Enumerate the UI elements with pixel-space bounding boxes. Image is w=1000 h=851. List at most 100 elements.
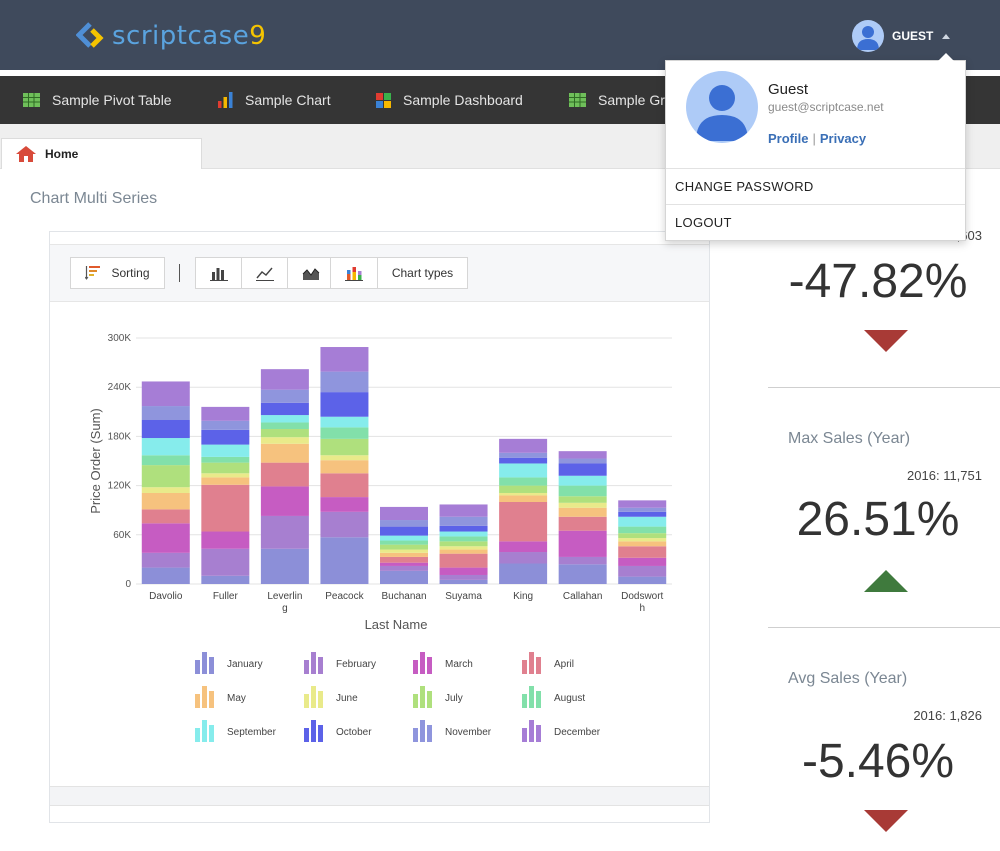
user-avatar-icon	[696, 85, 748, 141]
bar-segment	[618, 565, 667, 577]
bar-segment	[141, 420, 190, 439]
kpi-title: Max Sales (Year)	[788, 430, 911, 447]
legend-label: May	[227, 693, 246, 704]
sorting-icon	[85, 266, 101, 280]
user-dropdown: Guest guest@scriptcase.net Profile | Priva…	[665, 53, 966, 241]
bar-segment	[618, 541, 667, 547]
area-chart-type-button[interactable]	[287, 257, 334, 289]
legend-swatch	[536, 725, 541, 742]
trend-down-icon	[864, 330, 908, 352]
nav-item-sample-pivot-table[interactable]: Sample Pivot Table	[23, 76, 172, 124]
bar-segment	[499, 541, 548, 553]
nav-item-label: Sample Chart	[245, 92, 331, 108]
chart-card: Sorting	[49, 231, 710, 823]
nav-item-sample-dashboard[interactable]: Sample Dashboard	[376, 76, 523, 124]
top-bar: scriptcase9 GUEST	[0, 0, 1000, 70]
bar-segment	[260, 369, 309, 390]
card-footer	[50, 786, 709, 806]
bar-segment	[439, 504, 488, 517]
profile-link[interactable]: Profile	[768, 131, 809, 146]
kpi-value: 26.51%	[796, 493, 960, 546]
legend-swatch	[427, 691, 432, 708]
bar-segment	[380, 535, 428, 541]
x-tick-label: Callahan	[563, 591, 602, 602]
scriptcase-logo[interactable]: scriptcase9	[76, 18, 266, 54]
logout-item[interactable]: LOGOUT	[675, 215, 732, 230]
bar-segment	[380, 562, 428, 566]
bar-segment	[618, 507, 667, 512]
legend-swatch	[304, 660, 309, 674]
chart-toolbar: Sorting	[50, 245, 709, 302]
legend-swatch	[413, 694, 418, 708]
bar-segment	[558, 530, 607, 557]
bar-segment	[260, 429, 309, 438]
bar-segment	[499, 485, 548, 493]
line-chart-type-button[interactable]	[241, 257, 288, 289]
y-tick-label: 0	[125, 579, 131, 590]
bar-segment	[260, 462, 309, 487]
x-tick-label: Peacock	[325, 591, 364, 602]
user-menu-toggle[interactable]: GUEST	[852, 20, 951, 52]
legend-swatch	[311, 652, 316, 674]
legend-swatch	[209, 691, 214, 708]
bar-segment	[380, 544, 428, 550]
logo-text: scriptcase9	[112, 21, 267, 51]
y-tick-label: 180K	[108, 431, 132, 442]
bar-segment	[380, 526, 428, 536]
x-tick-label: h	[639, 603, 645, 614]
bar-segment	[439, 516, 488, 526]
bar-segment	[499, 563, 548, 584]
page-title: Chart Multi Series	[30, 190, 158, 207]
nav-item-sample-chart[interactable]: Sample Chart	[218, 76, 331, 124]
bar-segment	[380, 506, 428, 521]
bar-segment	[320, 497, 369, 512]
legend-swatch	[413, 660, 418, 674]
caret-up-icon	[942, 33, 951, 39]
legend-label: March	[445, 659, 473, 670]
bar-segment	[439, 549, 488, 554]
tab-home[interactable]: Home	[1, 138, 202, 169]
bar-segment	[558, 556, 607, 565]
bar-segment	[260, 389, 309, 403]
legend-swatch	[536, 657, 541, 674]
bar-segment	[141, 552, 190, 568]
bar-segment	[558, 458, 607, 464]
bar-segment	[499, 552, 548, 564]
legend-swatch	[427, 725, 432, 742]
kpi-subtitle: 2016: 11,751	[907, 468, 982, 483]
bar-segment	[320, 392, 369, 417]
home-icon	[16, 146, 36, 162]
legend-swatch	[529, 686, 534, 708]
nav-item-sample-grid[interactable]: Sample Gr	[569, 76, 665, 124]
bar-segment	[260, 486, 309, 516]
chart-types-button[interactable]: Chart types	[377, 257, 468, 289]
bar-segment	[380, 552, 428, 557]
sorting-button[interactable]: Sorting	[70, 257, 165, 289]
x-tick-label: King	[513, 591, 533, 602]
bar-segment	[201, 484, 250, 532]
kpi-title: Avg Sales (Year)	[788, 670, 908, 687]
bar-segment	[439, 541, 488, 547]
dropdown-divider	[666, 168, 965, 169]
legend-swatch	[522, 728, 527, 742]
bar-chart-type-button[interactable]	[195, 257, 242, 289]
bar-segment	[618, 546, 667, 558]
privacy-link[interactable]: Privacy	[819, 131, 867, 146]
bar-segment	[260, 422, 309, 430]
toolbar-separator	[179, 264, 180, 282]
x-tick-label: Leverlin	[267, 591, 302, 602]
bar-segment	[618, 516, 667, 527]
bar-chart-icon	[218, 92, 233, 108]
bar-segment	[439, 567, 488, 575]
dropdown-divider	[666, 204, 965, 205]
dashboard-icon	[376, 92, 391, 108]
legend-swatch	[195, 660, 200, 674]
y-axis-title: Price Order (Sum)	[88, 408, 103, 513]
change-password-item[interactable]: CHANGE PASSWORD	[675, 179, 814, 194]
bar-segment	[260, 415, 309, 423]
legend-label: April	[554, 659, 574, 670]
bar-segment	[320, 537, 369, 584]
bar-segment	[558, 475, 607, 486]
link-separator: |	[812, 131, 816, 146]
bar-segment	[201, 473, 250, 478]
